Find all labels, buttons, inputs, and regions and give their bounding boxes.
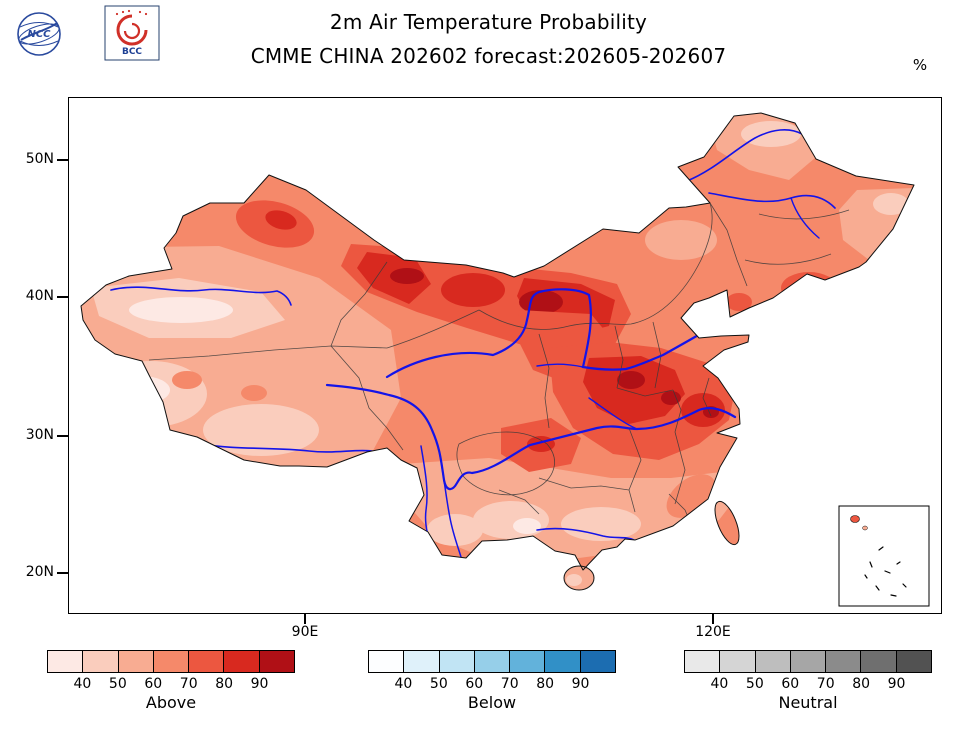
- x-tick-120e: [712, 613, 714, 624]
- colorbar-tick-label: 40: [73, 676, 92, 692]
- colorbar-tick-label: 80: [536, 676, 555, 692]
- colorbar-tick-label: 60: [465, 676, 484, 692]
- colorbar-segments: [368, 650, 616, 673]
- colorbar-segment: [754, 651, 790, 672]
- y-tick-30n: [57, 435, 68, 437]
- colorbar-segment: [117, 651, 153, 672]
- y-tick-20n: [57, 572, 68, 574]
- colorbar-segment: [258, 651, 294, 672]
- bcc-logo: BCC: [104, 5, 160, 65]
- x-tick-label-120e: 120E: [695, 624, 731, 640]
- colorbar-segment: [719, 651, 755, 672]
- colorbar-tick-label: 90: [250, 676, 269, 692]
- colorbar-tick-label: 40: [710, 676, 729, 692]
- colorbar-segment: [188, 651, 224, 672]
- colorbar-segment: [825, 651, 861, 672]
- province-borders: [148, 202, 850, 525]
- colorbar-ticks: 40 50 60 70 80 90: [47, 673, 295, 692]
- rivers: [110, 129, 836, 558]
- colorbar-segment: [895, 651, 931, 672]
- y-tick-label-30n: 30N: [25, 427, 54, 443]
- inset-islands: [864, 546, 907, 597]
- colorbar-neutral: 40 50 60 70 80 90 Neutral: [684, 650, 932, 712]
- china-map-frame: [68, 97, 942, 614]
- colorbar-segment: [789, 651, 826, 672]
- colorbar-tick-label: 70: [816, 676, 835, 692]
- colorbar-segment: [509, 651, 545, 672]
- colorbar-segment: [438, 651, 474, 672]
- colorbar-above: 40 50 60 70 80 90 Above: [47, 650, 295, 712]
- china-probability-map: [80, 112, 930, 607]
- y-tick-50n: [57, 159, 68, 161]
- colorbar-segment: [579, 651, 615, 672]
- colorbar-segment: [369, 651, 404, 672]
- colorbar-segment: [223, 651, 259, 672]
- y-tick-label-50n: 50N: [25, 151, 54, 167]
- unit-label: %: [912, 56, 928, 74]
- colorbar-segment: [544, 651, 580, 672]
- hainan-island: [563, 565, 595, 591]
- colorbar-tick-label: 50: [429, 676, 448, 692]
- ncc-logo-text: NCC: [27, 29, 51, 40]
- colorbar-tick-label: 40: [394, 676, 413, 692]
- colorbar-label: Below: [467, 693, 517, 712]
- colorbar-segment: [152, 651, 189, 672]
- colorbar-segment: [473, 651, 510, 672]
- colorbar-segment: [48, 651, 83, 672]
- y-tick-label-20n: 20N: [25, 564, 54, 580]
- y-tick-label-40n: 40N: [25, 288, 54, 304]
- page-subtitle: CMME CHINA 202602 forecast:202605-202607: [250, 44, 727, 68]
- colorbar-label: Above: [145, 693, 197, 712]
- colorbar-tick-label: 70: [500, 676, 519, 692]
- colorbar-tick-label: 90: [887, 676, 906, 692]
- colorbar-tick-label: 60: [144, 676, 163, 692]
- taiwan-island: [714, 500, 740, 546]
- x-tick-90e: [304, 613, 306, 624]
- y-tick-40n: [57, 296, 68, 298]
- colorbar-label: Neutral: [778, 693, 838, 712]
- colorbar-segments: [47, 650, 295, 673]
- ncc-logo-graphic: NCC: [17, 12, 61, 56]
- bcc-logo-graphic: BCC: [104, 5, 160, 61]
- colorbar-segment: [685, 651, 720, 672]
- colorbar-tick-label: 60: [781, 676, 800, 692]
- colorbar-segments: [684, 650, 932, 673]
- colorbar-tick-label: 80: [215, 676, 234, 692]
- colorbar-tick-label: 50: [108, 676, 127, 692]
- colorbar-tick-label: 50: [745, 676, 764, 692]
- ncc-logo: NCC: [12, 6, 66, 64]
- colorbar-segment: [860, 651, 896, 672]
- colorbar-segment: [403, 651, 439, 672]
- colorbar-segment: [82, 651, 118, 672]
- bcc-logo-text: BCC: [122, 47, 142, 57]
- colorbar-ticks: 40 50 60 70 80 90: [684, 673, 932, 692]
- colorbar-ticks: 40 50 60 70 80 90: [368, 673, 616, 692]
- colorbar-tick-label: 80: [852, 676, 871, 692]
- china-outline: [80, 112, 915, 591]
- south-china-sea-inset: [838, 505, 930, 607]
- probability-shading: [81, 113, 914, 590]
- bcc-logo-dots: [115, 9, 148, 16]
- colorbar-below: 40 50 60 70 80 90 Below: [368, 650, 616, 712]
- page-title: 2m Air Temperature Probability: [329, 10, 648, 34]
- colorbar-tick-label: 90: [571, 676, 590, 692]
- colorbar-tick-label: 70: [179, 676, 198, 692]
- x-tick-label-90e: 90E: [291, 624, 319, 640]
